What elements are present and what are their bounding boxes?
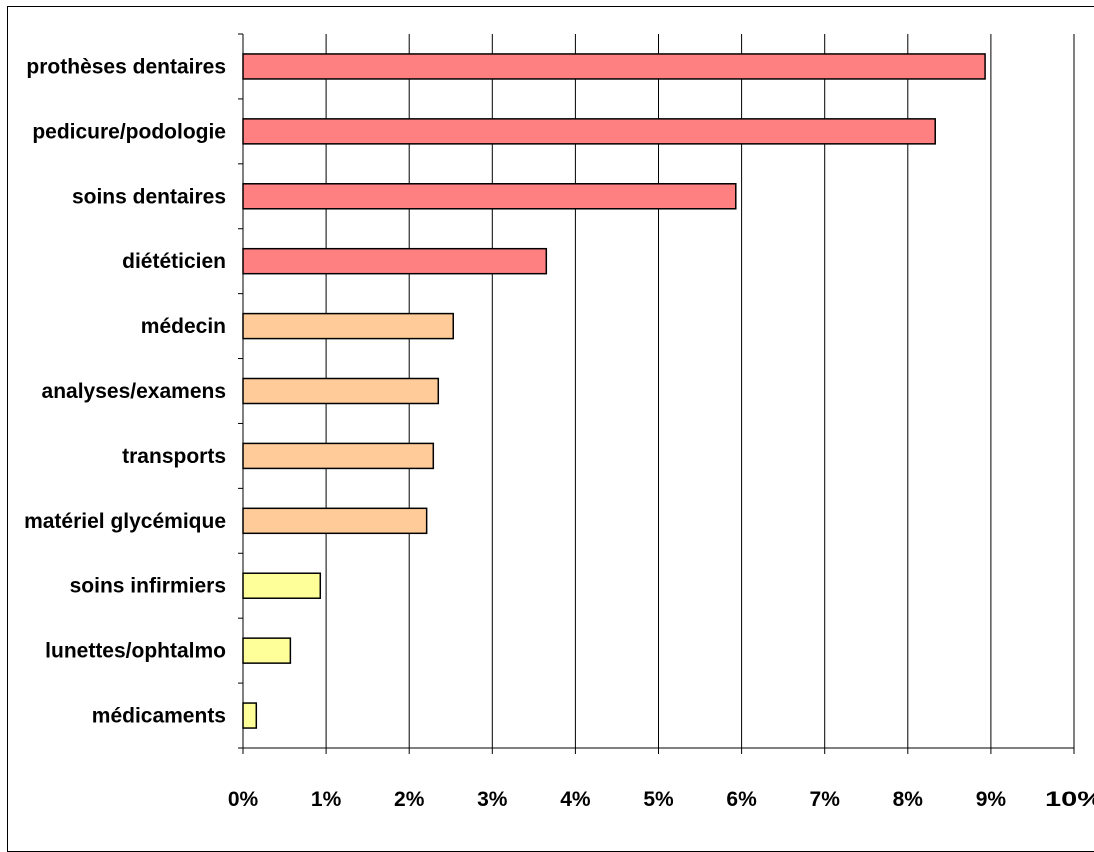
bar xyxy=(242,183,737,210)
category-label: soins dentaires xyxy=(72,185,226,208)
category-label: médicaments xyxy=(92,705,226,728)
bar xyxy=(242,377,440,405)
bar xyxy=(242,637,292,664)
x-tick-label: 4% xyxy=(560,788,591,811)
x-tick-label: 9% xyxy=(976,788,1007,811)
bar xyxy=(242,702,258,729)
category-label: analyses/examens xyxy=(42,380,226,403)
x-tick-label: 2% xyxy=(394,788,425,811)
bar xyxy=(242,312,454,340)
category-label: diététicien xyxy=(122,250,226,273)
x-tick-label: 1% xyxy=(311,788,342,811)
bar xyxy=(242,572,322,599)
category-label: transports xyxy=(122,445,226,468)
x-tick-label: 3% xyxy=(477,788,508,811)
bar xyxy=(242,53,986,80)
x-tick-label: 0% xyxy=(228,788,259,811)
category-label: pedicure/podologie xyxy=(32,120,226,143)
bar xyxy=(242,247,548,275)
bar xyxy=(242,118,936,145)
x-tick-label: 5% xyxy=(643,788,674,811)
x-tick-label: 7% xyxy=(810,788,841,811)
x-tick-label: 10% xyxy=(1045,788,1094,811)
x-tick-label: 8% xyxy=(893,788,924,811)
category-label: médecin xyxy=(141,315,226,338)
bar xyxy=(242,442,435,470)
bar xyxy=(242,507,428,535)
x-tick-label: 6% xyxy=(726,788,757,811)
chart-frame xyxy=(7,6,1094,852)
category-label: prothèses dentaires xyxy=(26,55,226,78)
category-label: matériel glycémique xyxy=(24,510,226,533)
category-label: soins infirmiers xyxy=(70,575,226,598)
category-label: lunettes/ophtalmo xyxy=(45,640,226,663)
